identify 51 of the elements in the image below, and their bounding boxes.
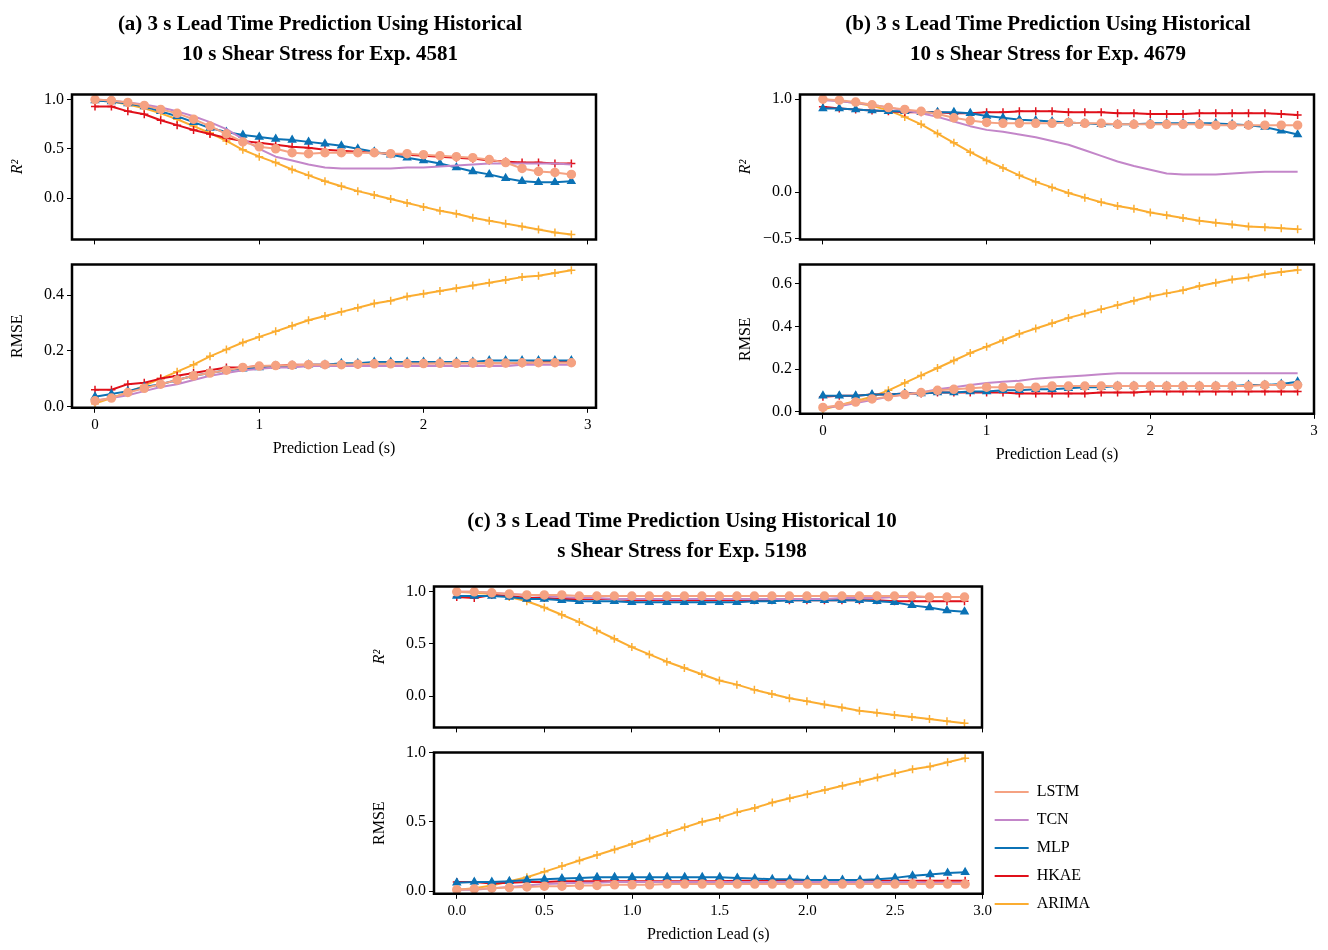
y-tick-label: 0.4 xyxy=(772,316,792,334)
y-tick-label: 1.0 xyxy=(406,582,426,600)
x-tick-label: 0.5 xyxy=(535,901,554,918)
y-axis-title: R² xyxy=(369,648,387,666)
y-tick-label: 0.2 xyxy=(44,341,64,358)
chart-title: (a) 3 s Lead Time Prediction Using Historical 10 s Shear Stress for Exp. 4581 xyxy=(116,10,524,67)
y-tick-label: 0.5 xyxy=(406,634,426,652)
y-tick-label: 0.2 xyxy=(772,359,792,377)
chart-title: (b) 3 s Lead Time Prediction Using Historical 10 s Shear Stress for Exp. 4679 xyxy=(844,10,1252,67)
y-axis-title: R² xyxy=(735,158,753,176)
y-tick-label: 0.0 xyxy=(772,401,792,419)
x-axis-title: Prediction Lead (s) xyxy=(647,924,770,943)
x-tick-label: 0 xyxy=(819,421,827,438)
x-tick-label: 0 xyxy=(91,415,99,432)
y-axis-title: R² xyxy=(7,158,25,176)
x-tick-label: 3 xyxy=(584,415,592,432)
y-tick-label: 0.0 xyxy=(406,686,426,704)
x-axis-title: Prediction Lead (s) xyxy=(995,444,1119,463)
y-tick-label: 0.5 xyxy=(406,812,426,830)
y-tick-label: 1.0 xyxy=(406,742,426,760)
y-tick-label: 1.0 xyxy=(772,89,792,107)
x-tick-label: 2 xyxy=(419,415,428,432)
x-tick-label: 0.0 xyxy=(447,901,467,918)
x-tick-label: 3.0 xyxy=(973,901,993,918)
legend-label: ARIMA xyxy=(1036,894,1091,912)
y-axis-title: RMSE xyxy=(369,801,387,845)
x-tick-label: 3 xyxy=(1310,421,1318,438)
legend-label: LSTM xyxy=(1036,782,1080,800)
chart-title: (c) 3 s Lead Time Prediction Using Historical 10 s Shear Stress for Exp. 5198 xyxy=(467,507,897,564)
y-tick-label: 0.4 xyxy=(44,285,64,303)
x-axis-title: Prediction Lead (s) xyxy=(272,438,396,457)
y-tick-label: 1.0 xyxy=(44,89,64,107)
x-tick-label: 2 xyxy=(1146,421,1155,438)
x-tick-label: 1.0 xyxy=(622,901,642,918)
y-tick-label: 0.0 xyxy=(44,396,64,414)
y-tick-label: 0.0 xyxy=(772,182,792,200)
x-tick-label: 1.5 xyxy=(710,901,730,918)
y-tick-label: 0.0 xyxy=(406,881,426,899)
y-tick-label: 0.6 xyxy=(772,273,792,291)
x-tick-label: 1 xyxy=(982,421,991,438)
x-tick-label: 2.0 xyxy=(798,901,817,918)
y-tick-label: 0.0 xyxy=(44,188,64,206)
y-tick-label: 0.5 xyxy=(44,138,64,156)
x-tick-label: 1 xyxy=(255,415,264,432)
y-axis-title: RMSE xyxy=(735,317,753,361)
legend-label: TCN xyxy=(1036,810,1070,828)
x-tick-label: 2.5 xyxy=(885,901,905,918)
legend-label: HKAE xyxy=(1036,866,1082,884)
legend-label: MLP xyxy=(1036,838,1070,856)
y-tick-label: −0.5 xyxy=(762,228,792,246)
y-axis-title: RMSE xyxy=(7,314,25,358)
